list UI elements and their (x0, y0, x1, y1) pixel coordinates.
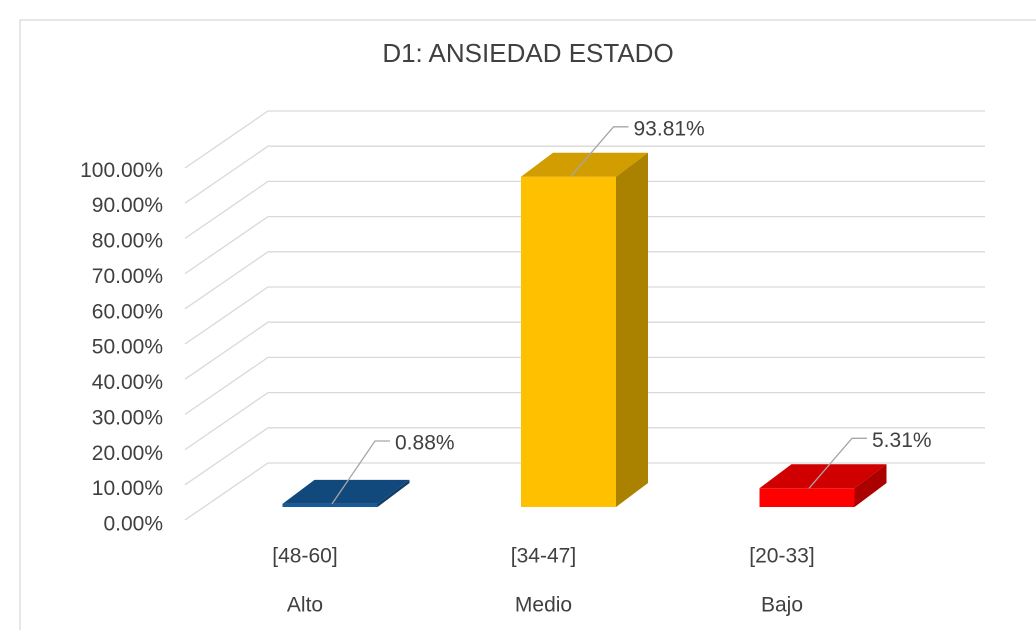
bar-side (616, 152, 648, 507)
bar-front (282, 503, 378, 507)
bar-front (759, 488, 855, 507)
grid-line (184, 215, 985, 275)
y-tick-label: 100.00% (80, 159, 163, 182)
grid-line (184, 462, 985, 521)
y-tick-label: 60.00% (92, 300, 163, 323)
data-label: 5.31% (872, 429, 932, 452)
chart-title: D1: ANSIEDAD ESTADO (382, 38, 673, 68)
bar-top-shade (759, 464, 887, 489)
bar-side-shade (377, 479, 410, 507)
y-tick-label: 0.00% (103, 513, 163, 536)
data-label: 0.88% (395, 432, 455, 455)
bar-front (521, 176, 616, 507)
bar-side-shade (616, 152, 648, 507)
bar-side (377, 479, 410, 507)
y-tick-label: 80.00% (92, 230, 163, 253)
x-tick-label: [34-47] (511, 545, 576, 568)
grid-line (184, 180, 985, 239)
y-tick-label: 20.00% (92, 442, 163, 465)
x-tick-label: [48-60] (272, 545, 337, 568)
bar-side (854, 464, 887, 507)
grid-line (184, 427, 985, 486)
bar-top-shade (521, 152, 648, 177)
grid-line (184, 145, 985, 204)
bar-top (759, 464, 887, 489)
leader-line (570, 126, 629, 178)
x-category-label: Bajo (761, 594, 803, 617)
bar-top (521, 152, 648, 177)
x-category-label: Alto (287, 594, 323, 617)
bar (759, 464, 887, 507)
grid-line (184, 110, 985, 169)
bar (521, 152, 648, 507)
y-tick-label: 40.00% (92, 371, 163, 394)
grid-line (184, 251, 985, 310)
bar-top-shade (282, 479, 410, 504)
bar-top (282, 479, 410, 504)
x-tick-label: [20-33] (749, 545, 814, 568)
bar-side-shade (854, 464, 887, 507)
x-category-label: Medio (515, 594, 572, 617)
y-tick-label: 30.00% (92, 406, 163, 429)
y-tick-label: 50.00% (92, 336, 163, 359)
bar (282, 479, 410, 507)
grid-line (184, 356, 985, 415)
grid-line (184, 286, 985, 345)
y-tick-label: 90.00% (92, 194, 163, 217)
leader-line (808, 437, 867, 489)
leader-line (331, 440, 390, 505)
data-label: 93.81% (634, 117, 705, 140)
grid-line (184, 321, 985, 380)
y-tick-label: 70.00% (92, 265, 163, 288)
grid-line (184, 391, 985, 451)
y-tick-label: 10.00% (92, 477, 163, 500)
